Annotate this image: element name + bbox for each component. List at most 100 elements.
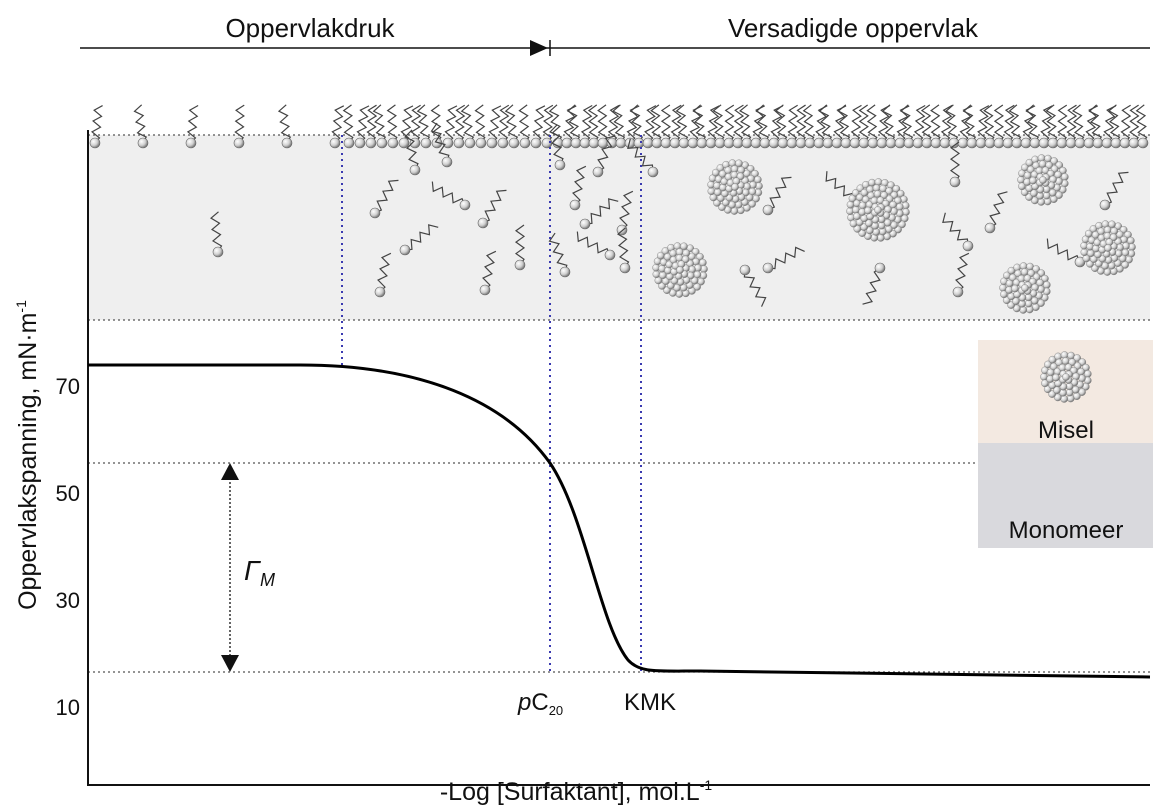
head xyxy=(850,138,860,148)
head xyxy=(1021,138,1031,148)
micelle-ball xyxy=(1062,357,1069,364)
micelle-ball xyxy=(1084,370,1091,377)
micelle-ball xyxy=(1011,285,1018,292)
micelle-ball xyxy=(1039,160,1046,167)
micelle-ball xyxy=(873,228,880,235)
head xyxy=(616,138,626,148)
head xyxy=(760,138,770,148)
pc20-sub: 20 xyxy=(549,703,563,718)
head xyxy=(454,138,464,148)
head xyxy=(733,138,743,148)
head xyxy=(460,200,470,210)
head xyxy=(593,167,603,177)
head xyxy=(465,138,475,148)
pc20-c: C xyxy=(531,689,548,716)
arrow-head xyxy=(530,40,548,56)
head xyxy=(1102,138,1112,148)
head xyxy=(724,138,734,148)
legend-micelle: Misel xyxy=(1038,417,1094,444)
head xyxy=(661,138,671,148)
head xyxy=(282,138,292,148)
head xyxy=(688,138,698,148)
head xyxy=(589,138,599,148)
head xyxy=(913,138,923,148)
head xyxy=(138,138,148,148)
y-tick-label: 10 xyxy=(56,695,80,720)
micelle-ball xyxy=(1104,244,1111,251)
head xyxy=(940,138,950,148)
head xyxy=(931,138,941,148)
y-label-sup: -1 xyxy=(13,300,29,313)
y-ticks: 10 30 50 70 xyxy=(56,374,80,720)
head xyxy=(580,138,590,148)
head xyxy=(515,260,525,270)
head xyxy=(1084,138,1094,148)
legend-monomer: Monomeer xyxy=(1009,517,1124,544)
head xyxy=(355,138,365,148)
head xyxy=(1075,138,1085,148)
head xyxy=(580,219,590,229)
head xyxy=(679,138,689,148)
x-label: -Log [Surfaktant], mol.L-1 xyxy=(440,777,713,805)
head xyxy=(375,287,385,297)
micelle-ball xyxy=(877,234,884,241)
head xyxy=(763,263,773,273)
head xyxy=(1093,138,1103,148)
figure: Oppervlakdruk Versadigde oppervlak 10 30 5… xyxy=(0,0,1153,805)
micelle-ball xyxy=(864,207,871,214)
head xyxy=(1120,138,1130,148)
head xyxy=(366,138,376,148)
head xyxy=(1003,138,1013,148)
micelle-ball xyxy=(653,271,660,278)
head xyxy=(805,138,815,148)
y-label-text: Oppervlakspanning, mN·m xyxy=(14,313,42,610)
head xyxy=(985,138,995,148)
y-tick-label: 50 xyxy=(56,481,80,506)
head xyxy=(377,138,387,148)
head xyxy=(823,138,833,148)
header-right: Versadigde oppervlak xyxy=(728,13,979,43)
micelle-ball xyxy=(1098,228,1105,235)
head xyxy=(796,138,806,148)
head xyxy=(555,160,565,170)
gamma-symbol: Γ xyxy=(244,555,261,586)
head xyxy=(1048,138,1058,148)
head xyxy=(562,138,572,148)
head xyxy=(877,138,887,148)
y-tick-label: 30 xyxy=(56,588,80,613)
head xyxy=(875,263,885,273)
head xyxy=(620,263,630,273)
head xyxy=(868,138,878,148)
head xyxy=(605,250,615,260)
head xyxy=(769,138,779,148)
head xyxy=(740,265,750,275)
header-left: Oppervlakdruk xyxy=(225,13,395,43)
head xyxy=(213,247,223,257)
head xyxy=(478,218,488,228)
head xyxy=(976,138,986,148)
head xyxy=(1057,138,1067,148)
head xyxy=(509,138,519,148)
y-tick-label: 70 xyxy=(56,374,80,399)
micelle-ball xyxy=(1043,281,1050,288)
head xyxy=(904,138,914,148)
arrow-head xyxy=(221,655,239,672)
head xyxy=(697,138,707,148)
micelle-ball xyxy=(1061,173,1068,180)
head xyxy=(531,138,541,148)
head xyxy=(953,287,963,297)
head xyxy=(1030,138,1040,148)
pc20-p: p xyxy=(517,689,531,716)
head xyxy=(967,138,977,148)
micelle-ball xyxy=(1038,198,1045,205)
micelle-ball xyxy=(725,167,732,174)
head xyxy=(751,138,761,148)
head xyxy=(778,138,788,148)
head xyxy=(895,138,905,148)
micelle-ball xyxy=(1029,177,1036,184)
head xyxy=(443,138,453,148)
head xyxy=(670,138,680,148)
x-label-sup: -1 xyxy=(700,777,713,793)
micelle-ball xyxy=(670,250,677,257)
micelle-ball xyxy=(708,188,715,195)
